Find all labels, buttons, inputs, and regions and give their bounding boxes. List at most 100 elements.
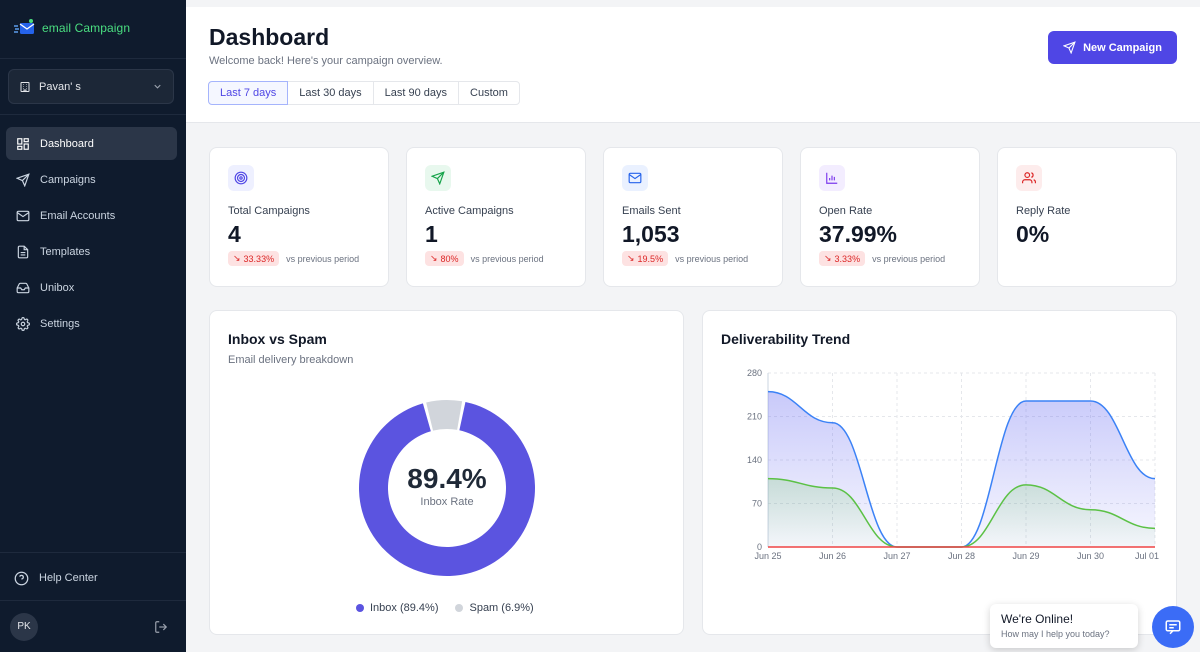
range-last-30-days[interactable]: Last 30 days <box>287 81 374 105</box>
trend-down-icon: ↘ <box>430 253 438 263</box>
sidebar-item-dashboard[interactable]: Dashboard <box>6 127 177 160</box>
sidebar-item-email-accounts[interactable]: Email Accounts <box>6 199 177 232</box>
sidebar-divider <box>0 114 186 115</box>
y-tick-label: 280 <box>747 368 762 378</box>
range-last-7-days[interactable]: Last 7 days <box>208 81 289 105</box>
sidebar-item-label: Templates <box>40 245 91 258</box>
page-subtitle: Welcome back! Here's your campaign overv… <box>209 55 443 67</box>
series-area-green <box>768 478 1155 547</box>
stat-value: 4 <box>228 221 241 247</box>
range-custom[interactable]: Custom <box>458 81 520 105</box>
stat-card-reply-rate: Reply Rate 0% <box>997 147 1177 287</box>
sidebar-item-label: Dashboard <box>40 137 94 150</box>
change-value: 19.5% <box>637 253 664 264</box>
inbox-rate-label: Inbox Rate <box>420 496 474 508</box>
stat-label: Open Rate <box>819 205 873 217</box>
sidebar-divider <box>0 600 186 601</box>
legend-label: Inbox (89.4%) <box>370 602 439 614</box>
chat-icon <box>1165 620 1181 635</box>
change-caption: vs previous period <box>675 253 749 264</box>
users-icon <box>1022 172 1036 184</box>
logo[interactable]: email Campaign <box>14 16 130 40</box>
help-icon <box>14 571 29 585</box>
help-center-link[interactable]: Help Center <box>6 562 177 594</box>
x-tick-label: Jun 28 <box>948 551 975 561</box>
y-tick-label: 140 <box>747 455 762 465</box>
sidebar-item-settings[interactable]: Settings <box>6 307 177 340</box>
stat-label: Emails Sent <box>622 205 681 217</box>
range-last-90-days[interactable]: Last 90 days <box>372 81 460 105</box>
change-badge: ↘ 80% <box>425 251 464 266</box>
stat-icon-wrap <box>819 165 845 191</box>
sidebar-item-unibox[interactable]: Unibox <box>6 271 177 304</box>
trend-down-icon: ↘ <box>233 253 241 263</box>
building-icon <box>20 81 30 92</box>
logo-mark-icon <box>14 19 35 34</box>
chat-launcher-button[interactable] <box>1152 606 1194 648</box>
stat-change: ↘ 80% vs previous period <box>425 251 544 266</box>
sidebar-item-campaigns[interactable]: Campaigns <box>6 163 177 196</box>
donut-slice-spam[interactable] <box>426 400 463 431</box>
change-caption: vs previous period <box>470 253 544 264</box>
donut-chart <box>359 400 535 576</box>
donut-legend: Inbox (89.4%) Spam (6.9%) <box>356 602 534 614</box>
sidebar-item-label: Campaigns <box>40 173 96 186</box>
change-badge: ↘ 19.5% <box>622 251 669 266</box>
chat-subtitle: How may I help you today? <box>1001 629 1110 639</box>
stat-card-total-campaigns: Total Campaigns 4 ↘ 33.33% vs previous pe… <box>209 147 389 287</box>
dashboard-icon <box>17 137 29 150</box>
change-value: 3.33% <box>834 253 861 264</box>
stat-card-open-rate: Open Rate 37.99% ↘ 3.33% vs previous peri… <box>800 147 980 287</box>
sidebar-item-templates[interactable]: Templates <box>6 235 177 268</box>
trend-down-icon: ↘ <box>627 253 635 263</box>
trend-down-icon: ↘ <box>824 253 832 263</box>
page-title: Dashboard <box>209 24 330 50</box>
sidebar-divider <box>0 58 186 59</box>
sidebar-item-label: Settings <box>40 317 80 330</box>
legend-dot-spam <box>455 604 464 612</box>
legend-item-spam[interactable]: Spam (6.9%) <box>455 602 534 614</box>
top-strip <box>186 0 1200 7</box>
stat-label: Reply Rate <box>1016 205 1071 217</box>
legend-label: Spam (6.9%) <box>469 602 534 614</box>
workspace-selector[interactable]: Pavan' s <box>8 69 174 104</box>
stat-value: 37.99% <box>819 221 898 247</box>
workspace-name: Pavan' s <box>39 80 81 93</box>
inbox-rate-value: 89.4% <box>407 463 487 494</box>
send-icon <box>16 172 30 187</box>
chat-title: We're Online! <box>1001 612 1074 626</box>
stat-value: 0% <box>1016 221 1050 247</box>
x-tick-label: Jun 30 <box>1077 551 1104 561</box>
change-value: 33.33% <box>243 253 275 264</box>
sidebar-nav: Dashboard Campaigns Email Accounts Templ… <box>6 127 177 343</box>
donut-slice-inbox[interactable] <box>359 401 535 576</box>
y-tick-label: 210 <box>747 412 762 422</box>
chat-greeting[interactable]: We're Online! How may I help you today? <box>990 604 1138 648</box>
new-campaign-label: New Campaign <box>1083 41 1162 54</box>
stat-value: 1 <box>425 221 438 247</box>
send-icon <box>1063 41 1076 54</box>
x-tick-label: Jun 27 <box>883 551 910 561</box>
x-tick-label: Jun 25 <box>754 551 781 561</box>
panel-title: Deliverability Trend <box>721 331 851 347</box>
page-header: Dashboard Welcome back! Here's your camp… <box>186 7 1200 123</box>
change-badge: ↘ 33.33% <box>228 251 280 266</box>
stat-icon-wrap <box>228 165 254 191</box>
user-row: PK <box>0 601 186 652</box>
legend-item-inbox[interactable]: Inbox (89.4%) <box>356 602 438 614</box>
sidebar-divider <box>0 552 186 553</box>
new-campaign-button[interactable]: New Campaign <box>1048 31 1177 64</box>
logout-icon[interactable] <box>154 620 168 634</box>
panel-subtitle: Email delivery breakdown <box>228 354 354 366</box>
y-tick-label: 0 <box>757 542 762 552</box>
stat-change: ↘ 3.33% vs previous period <box>819 251 945 266</box>
inbox-vs-spam-panel: Inbox vs Spam Email delivery breakdown 8… <box>209 310 684 635</box>
avatar[interactable]: PK <box>10 612 38 641</box>
change-caption: vs previous period <box>872 253 946 264</box>
deliverability-trend-chart: 0 70 140 210 280 Jun 25 Jun 26 Jun 27 Jun 28 Jun … <box>747 368 1159 561</box>
x-tick-label: Jul 01 <box>1135 551 1159 561</box>
stat-label: Active Campaigns <box>425 205 514 217</box>
stat-value: 1,053 <box>622 221 680 247</box>
sidebar-item-label: Email Accounts <box>40 209 116 222</box>
donut-center: 89.4% Inbox Rate <box>377 463 517 508</box>
